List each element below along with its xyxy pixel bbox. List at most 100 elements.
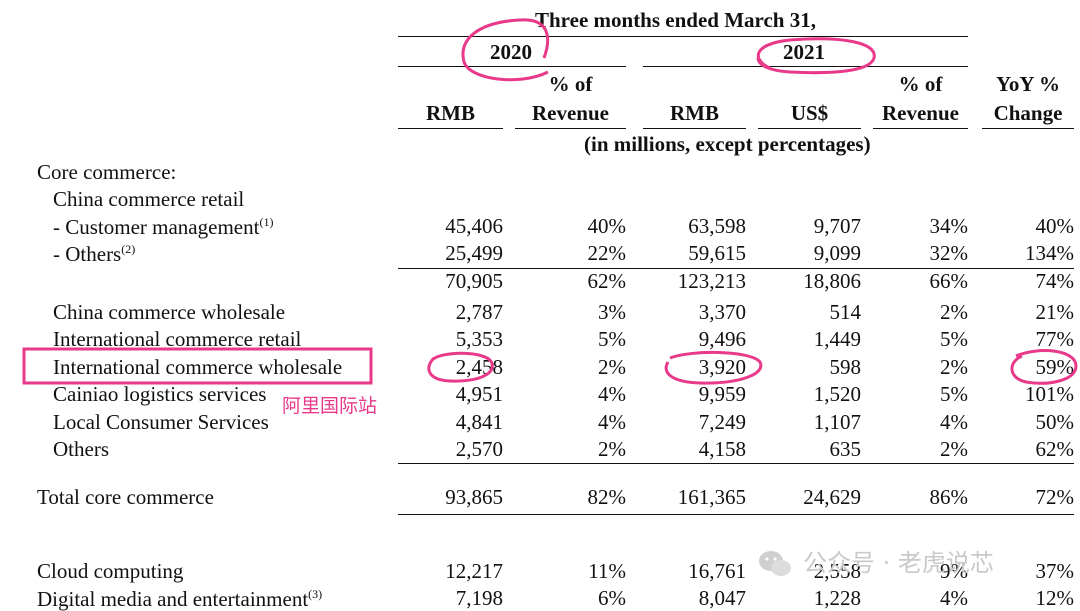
- cell-pct-2020: 2%: [598, 355, 626, 379]
- row-label: International commerce wholesale: [53, 357, 342, 378]
- cell-yoy-change: 21%: [1035, 300, 1075, 324]
- col-rule-4: [758, 128, 861, 129]
- col-rule-1: [398, 128, 503, 129]
- cell-pct-2021: 2%: [940, 300, 968, 324]
- row-label-text: International commerce retail: [53, 327, 302, 351]
- row-label-text: China commerce wholesale: [53, 300, 286, 324]
- cell-usd-2021: 514: [829, 300, 862, 324]
- cell-rmb-2021: 8,047: [698, 586, 746, 610]
- footnote-marker: (2): [121, 242, 136, 256]
- year-2020: 2020: [490, 40, 532, 64]
- cell-usd-2021: 24,629: [803, 485, 861, 509]
- cell-yoy-change: 72%: [1035, 485, 1075, 509]
- cell-usd-2021: 18,806: [803, 269, 861, 293]
- row-label: - Customer management(1): [53, 216, 273, 238]
- cell-yoy-change: 37%: [1035, 559, 1075, 583]
- cell-pct-2020: 40%: [587, 214, 627, 238]
- cell-pct-2020: 4%: [598, 410, 626, 434]
- cell-pct-2021: 2%: [940, 355, 968, 379]
- cell-yoy-change: 50%: [1035, 410, 1075, 434]
- cell-rmb-2021: 63,598: [688, 214, 746, 238]
- row-label-text: Cloud computing: [37, 559, 184, 583]
- cell-rmb-2021: 9,496: [698, 327, 746, 351]
- cell-rmb-2021: 123,213: [677, 269, 746, 293]
- cell-rmb-2020: 2,787: [455, 300, 503, 324]
- cell-pct-2020: 2%: [598, 437, 626, 461]
- subtotal-rule: [398, 268, 1074, 269]
- section-china-retail: China commerce retail: [53, 187, 245, 211]
- period-rule: [398, 36, 968, 37]
- col-yoy-l2: Change: [993, 101, 1063, 125]
- cell-rmb-2021: 59,615: [688, 241, 746, 265]
- cell-usd-2021: 1,449: [813, 327, 861, 351]
- total-rule: [398, 514, 1074, 515]
- watermark-text: 公众号 · 老虎说芯: [803, 549, 994, 577]
- row-label-text: Local Consumer Services: [53, 410, 269, 434]
- cell-yoy-change: 134%: [1025, 241, 1074, 265]
- cell-pct-2020: 11%: [588, 559, 626, 583]
- period-heading: Three months ended March 31,: [535, 8, 816, 32]
- others-rule: [398, 463, 1074, 464]
- cell-rmb-2021: 161,365: [677, 485, 746, 509]
- col-rmb-2021: RMB: [670, 101, 719, 125]
- cell-rmb-2020: 45,406: [445, 214, 503, 238]
- cell-rmb-2020: 7,198: [455, 586, 503, 610]
- cell-usd-2021: 635: [829, 437, 862, 461]
- cell-pct-2021: 34%: [929, 214, 969, 238]
- row-label: Others: [53, 439, 109, 460]
- col-rule-6: [982, 128, 1074, 129]
- cell-rmb-2021: 16,761: [688, 559, 746, 583]
- cell-rmb-2021: 7,249: [698, 410, 746, 434]
- cell-pct-2021: 9%: [940, 559, 968, 583]
- cell-usd-2021: 1,520: [813, 382, 861, 406]
- cell-yoy-change: 101%: [1025, 382, 1074, 406]
- cell-usd-2021: 2,558: [813, 559, 861, 583]
- cell-yoy-change: 59%: [1035, 355, 1075, 379]
- row-label: Total core commerce: [37, 487, 214, 508]
- col-rule-3: [643, 128, 746, 129]
- cell-yoy-change: 40%: [1035, 214, 1075, 238]
- cell-pct-2020: 3%: [598, 300, 626, 324]
- cell-yoy-change: 62%: [1035, 437, 1075, 461]
- cell-pct-2021: 5%: [940, 327, 968, 351]
- cell-rmb-2020: 2,570: [455, 437, 503, 461]
- cell-usd-2021: 1,107: [813, 410, 861, 434]
- row-label-text: Others: [53, 437, 109, 461]
- footnote-marker: (3): [308, 587, 323, 601]
- cell-yoy-change: 12%: [1035, 586, 1075, 610]
- cell-usd-2021: 9,707: [813, 214, 861, 238]
- unit-note: (in millions, except percentages): [584, 132, 871, 156]
- cell-pct-2020: 5%: [598, 327, 626, 351]
- cell-pct-2020: 62%: [587, 269, 627, 293]
- row-label: Local Consumer Services: [53, 412, 269, 433]
- cell-pct-2021: 66%: [929, 269, 969, 293]
- section-core-commerce: Core commerce:: [37, 160, 177, 184]
- row-label-text: Total core commerce: [37, 485, 214, 509]
- cell-pct-2020: 82%: [587, 485, 627, 509]
- col-rmb-2020: RMB: [426, 101, 475, 125]
- annotation-note: 阿里国际站: [282, 395, 378, 417]
- wechat-icon: [757, 549, 793, 579]
- cell-rmb-2020: 25,499: [445, 241, 503, 265]
- row-label-text: Digital media and entertainment: [37, 587, 309, 611]
- cell-pct-2021: 4%: [940, 410, 968, 434]
- year-2020-rule: [398, 66, 626, 67]
- row-label-text: International commerce wholesale: [53, 355, 343, 379]
- row-label-text: - Others: [53, 242, 122, 266]
- row-label: International commerce retail: [53, 329, 301, 350]
- cell-pct-2021: 4%: [940, 586, 968, 610]
- cell-pct-2021: 86%: [929, 485, 969, 509]
- row-label: Cloud computing: [37, 561, 183, 582]
- cell-rmb-2020: 12,217: [445, 559, 503, 583]
- year-2021: 2021: [783, 40, 825, 64]
- col-pct-2021-l1: % of: [898, 72, 943, 96]
- cell-rmb-2020: 4,951: [455, 382, 503, 406]
- cell-pct-2021: 2%: [940, 437, 968, 461]
- col-pct-2020-l2: Revenue: [532, 101, 609, 125]
- row-label-text: - Customer management: [53, 215, 260, 239]
- cell-pct-2021: 32%: [929, 241, 969, 265]
- row-label: China commerce wholesale: [53, 302, 285, 323]
- col-yoy-l1: YoY %: [996, 72, 1060, 96]
- cell-rmb-2021: 4,158: [698, 437, 746, 461]
- cell-pct-2021: 5%: [940, 382, 968, 406]
